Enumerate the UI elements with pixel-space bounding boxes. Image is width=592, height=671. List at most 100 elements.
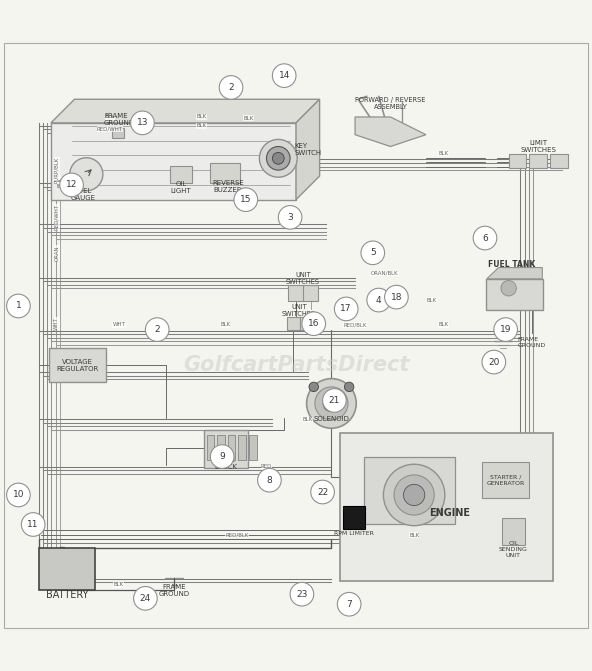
Circle shape (146, 318, 169, 342)
FancyBboxPatch shape (4, 43, 588, 628)
Polygon shape (355, 117, 426, 146)
Text: FORWARD / REVERSE
ASSEMBLY: FORWARD / REVERSE ASSEMBLY (355, 97, 426, 111)
FancyBboxPatch shape (303, 285, 318, 301)
Circle shape (219, 76, 243, 99)
Text: FUSE
BLOCK: FUSE BLOCK (215, 457, 238, 470)
Circle shape (311, 480, 334, 504)
FancyBboxPatch shape (207, 435, 214, 460)
Text: FUEL
GAUGE: FUEL GAUGE (71, 189, 96, 201)
Circle shape (307, 378, 356, 428)
Circle shape (234, 188, 258, 211)
Text: 13: 13 (137, 118, 148, 127)
Text: FRAME
GROUND: FRAME GROUND (517, 338, 546, 348)
Text: BLK: BLK (439, 151, 449, 156)
Circle shape (315, 387, 348, 420)
Circle shape (309, 382, 318, 392)
Text: WHT: WHT (112, 322, 126, 327)
Text: 9: 9 (219, 452, 225, 461)
FancyBboxPatch shape (210, 163, 240, 183)
Text: RED/WHT: RED/WHT (54, 204, 59, 230)
FancyBboxPatch shape (287, 317, 300, 330)
Circle shape (394, 475, 434, 515)
Text: 3: 3 (287, 213, 293, 222)
Text: RED/BLK: RED/BLK (225, 533, 249, 537)
Circle shape (134, 586, 157, 610)
FancyBboxPatch shape (487, 279, 543, 309)
FancyBboxPatch shape (343, 505, 365, 529)
Text: 22: 22 (317, 488, 328, 497)
Text: FRAME
GROUND: FRAME GROUND (104, 113, 135, 126)
FancyBboxPatch shape (49, 348, 105, 382)
Text: STARTER /
GENERATOR: STARTER / GENERATOR (487, 475, 525, 486)
Text: 24: 24 (140, 594, 151, 603)
Text: 4: 4 (376, 295, 381, 305)
FancyBboxPatch shape (288, 285, 304, 301)
Text: UNIT
SWITCHES: UNIT SWITCHES (286, 272, 320, 285)
Text: 21: 21 (329, 396, 340, 405)
FancyBboxPatch shape (228, 435, 236, 460)
Text: UNIT
SWITCHES: UNIT SWITCHES (282, 304, 316, 317)
Text: 5: 5 (370, 248, 376, 257)
Polygon shape (296, 99, 320, 200)
FancyBboxPatch shape (502, 518, 525, 545)
FancyBboxPatch shape (300, 317, 313, 330)
Text: BLK: BLK (220, 322, 230, 327)
Text: WHT: WHT (54, 317, 59, 330)
Text: 15: 15 (240, 195, 252, 204)
FancyBboxPatch shape (217, 435, 225, 460)
Circle shape (345, 382, 354, 392)
Text: BLK: BLK (114, 582, 124, 587)
Text: RED: RED (261, 464, 272, 469)
Text: RED/WHT: RED/WHT (97, 126, 123, 132)
FancyBboxPatch shape (340, 433, 553, 580)
FancyBboxPatch shape (529, 154, 547, 168)
Circle shape (259, 140, 297, 177)
Text: 2: 2 (229, 83, 234, 92)
Circle shape (278, 205, 302, 229)
Circle shape (60, 173, 83, 197)
Text: PURP/BLK: PURP/BLK (54, 157, 59, 183)
Text: REVERSE
BUZZER: REVERSE BUZZER (212, 180, 244, 193)
Text: ENGINE: ENGINE (429, 508, 470, 518)
Text: OIL
SENDING
UNIT: OIL SENDING UNIT (499, 541, 528, 558)
Text: 8: 8 (266, 476, 272, 484)
Circle shape (290, 582, 314, 606)
FancyBboxPatch shape (39, 548, 95, 590)
Circle shape (70, 158, 103, 191)
Text: VOLTAGE
REGULATOR: VOLTAGE REGULATOR (56, 358, 99, 372)
Circle shape (494, 318, 517, 342)
Text: 18: 18 (391, 293, 402, 301)
Circle shape (258, 468, 281, 492)
Circle shape (302, 312, 326, 336)
Text: 19: 19 (500, 325, 511, 334)
Text: SOLENOID: SOLENOID (314, 417, 349, 422)
Text: BLK: BLK (197, 123, 207, 128)
Circle shape (482, 350, 506, 374)
Circle shape (367, 289, 391, 312)
Text: 10: 10 (12, 491, 24, 499)
Text: FUEL TANK: FUEL TANK (488, 260, 535, 269)
Text: 17: 17 (340, 305, 352, 313)
Circle shape (272, 64, 296, 87)
Text: LIMIT
SWITCHES: LIMIT SWITCHES (520, 140, 556, 153)
Circle shape (272, 152, 284, 164)
Text: RPM LIMITER: RPM LIMITER (334, 531, 374, 536)
Text: 12: 12 (66, 180, 77, 189)
Polygon shape (364, 456, 455, 525)
Circle shape (323, 395, 340, 412)
Circle shape (501, 280, 516, 296)
Circle shape (7, 294, 30, 318)
Circle shape (404, 484, 424, 505)
Text: 23: 23 (296, 590, 308, 599)
Polygon shape (51, 123, 296, 200)
Text: BLK: BLK (303, 417, 313, 422)
Circle shape (21, 513, 45, 536)
Circle shape (384, 464, 445, 525)
Circle shape (337, 592, 361, 616)
Text: ORAN/BLK: ORAN/BLK (371, 271, 398, 276)
Text: BLK: BLK (197, 115, 207, 119)
Circle shape (7, 483, 30, 507)
Text: 14: 14 (278, 71, 290, 80)
Text: 6: 6 (482, 234, 488, 242)
Circle shape (210, 445, 234, 468)
